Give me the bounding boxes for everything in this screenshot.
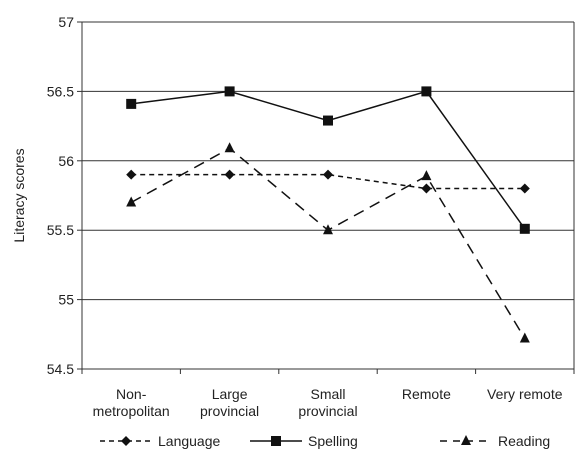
point-language <box>519 183 530 194</box>
x-tick-label: Large provincial <box>200 386 259 419</box>
point-spelling <box>126 98 137 109</box>
legend-label-language: Language <box>158 433 221 449</box>
point-reading <box>519 332 530 343</box>
point-spelling <box>323 115 333 126</box>
point-reading <box>126 196 137 207</box>
point-spelling <box>224 86 235 97</box>
x-tick-label: Remote <box>402 386 451 402</box>
y-axis-title: Literacy scores <box>11 148 27 242</box>
x-tick-label: Small provincial <box>298 386 357 419</box>
y-tick-label: 56 <box>58 153 74 169</box>
point-spelling <box>519 223 530 234</box>
legend-label-spelling: Spelling <box>308 433 358 449</box>
y-tick-label: 57 <box>58 14 74 30</box>
point-reading <box>323 224 333 235</box>
point-language <box>421 183 432 194</box>
legend-marker-spelling <box>271 436 281 446</box>
point-language <box>224 169 235 180</box>
series-line-language <box>131 173 525 190</box>
y-tick-label: 55 <box>58 292 74 308</box>
point-language <box>126 169 137 180</box>
legend-marker-reading <box>461 435 471 445</box>
y-tick-label: 54.5 <box>47 361 74 377</box>
point-reading <box>224 142 235 153</box>
series-line-spelling <box>131 90 526 230</box>
x-tick-label: Very remote <box>487 386 563 402</box>
legend-marker-language <box>121 436 131 446</box>
y-tick-label: 55.5 <box>47 222 74 238</box>
y-tick-label: 56.5 <box>47 83 74 99</box>
point-language <box>323 169 333 180</box>
point-spelling <box>421 86 432 97</box>
point-reading <box>421 170 432 181</box>
legend-label-reading: Reading <box>498 433 550 449</box>
x-tick-label: Non-metropolitan <box>93 386 170 419</box>
